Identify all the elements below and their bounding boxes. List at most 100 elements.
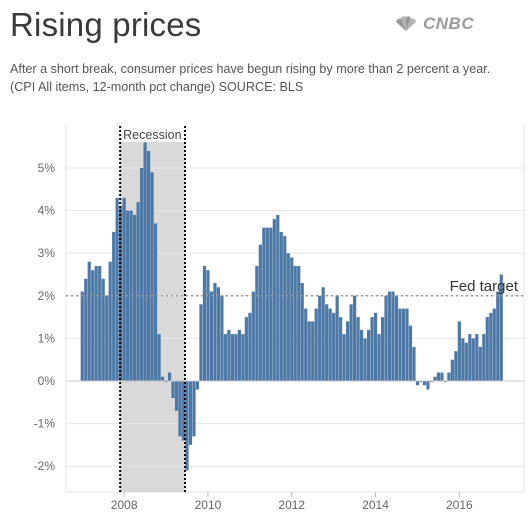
- data-bar: [234, 334, 238, 381]
- data-bar: [143, 142, 147, 381]
- data-bar: [188, 381, 193, 445]
- data-bar: [457, 321, 461, 381]
- data-bar: [346, 321, 350, 381]
- data-bar: [87, 261, 91, 381]
- data-bar: [447, 372, 451, 381]
- y-tick-label: 5%: [38, 161, 56, 175]
- data-bar: [339, 317, 343, 381]
- data-bar: [377, 334, 381, 381]
- data-bar: [471, 338, 475, 381]
- data-bar: [311, 321, 315, 381]
- y-tick-label: 2%: [38, 289, 56, 303]
- data-bar: [269, 227, 273, 381]
- data-bar: [304, 308, 308, 381]
- data-bar: [401, 308, 406, 381]
- data-bar: [279, 231, 283, 381]
- data-bar: [185, 381, 189, 471]
- data-bar: [146, 150, 151, 381]
- data-bar: [475, 334, 479, 381]
- y-tick-label: -1%: [34, 417, 56, 431]
- data-bar: [394, 295, 399, 381]
- data-bar: [307, 321, 311, 381]
- data-bar: [412, 346, 416, 381]
- data-bar: [248, 312, 252, 381]
- x-tick-label: 2016: [446, 498, 473, 512]
- chart-subtitle: After a short break, consumer prices hav…: [10, 62, 491, 94]
- fed-target-label: Fed target: [450, 278, 519, 295]
- x-tick-label: 2014: [362, 498, 389, 512]
- data-bar: [122, 197, 126, 381]
- data-bar: [373, 312, 378, 381]
- data-bar: [398, 308, 402, 381]
- data-bar: [80, 291, 84, 381]
- data-bar: [283, 236, 287, 381]
- data-bar: [140, 168, 144, 381]
- data-bar: [94, 265, 98, 381]
- brand-label: CNBC: [423, 14, 475, 33]
- data-bar: [178, 381, 182, 437]
- data-bar: [335, 295, 339, 381]
- data-bar: [265, 227, 269, 381]
- data-bar: [489, 312, 493, 381]
- data-bar: [115, 197, 119, 381]
- data-bar: [171, 381, 175, 399]
- data-bar: [119, 206, 123, 381]
- data-bar: [325, 304, 329, 381]
- data-bar: [314, 308, 318, 381]
- data-bar: [450, 359, 454, 381]
- data-bar: [206, 270, 210, 381]
- cnbc-logo: CNBC: [393, 14, 474, 34]
- chart-title: Rising prices: [10, 6, 202, 43]
- data-bar: [387, 291, 392, 381]
- y-tick-label: 0%: [38, 374, 56, 388]
- data-bar: [440, 372, 444, 381]
- data-bar: [237, 329, 241, 381]
- data-bar: [405, 308, 409, 381]
- data-bar: [195, 381, 200, 390]
- data-bar: [98, 265, 102, 381]
- data-bar: [174, 381, 179, 411]
- data-bar: [436, 372, 441, 381]
- data-bar: [216, 287, 221, 381]
- data-bar: [105, 295, 109, 381]
- data-bar: [328, 308, 332, 381]
- data-bar: [202, 265, 207, 381]
- data-bar: [133, 214, 137, 381]
- data-bar: [384, 295, 388, 381]
- data-bar: [192, 381, 196, 437]
- data-bar: [223, 334, 228, 381]
- x-tick-label: 2012: [278, 498, 305, 512]
- data-bar: [293, 265, 297, 381]
- data-bar: [150, 172, 154, 381]
- data-bar: [84, 278, 88, 381]
- data-bar: [290, 257, 294, 381]
- data-bar: [408, 325, 413, 381]
- data-bar: [157, 334, 161, 381]
- data-bar: [230, 334, 234, 381]
- data-bar: [112, 231, 116, 381]
- data-bar: [272, 219, 276, 381]
- y-tick-label: 4%: [38, 204, 56, 218]
- data-bar: [356, 317, 360, 381]
- y-tick-label: 3%: [38, 246, 56, 260]
- data-bar: [366, 329, 371, 381]
- x-tick-label: 2010: [195, 498, 222, 512]
- data-bar: [353, 295, 357, 381]
- data-bar: [461, 338, 465, 381]
- data-bar: [499, 274, 503, 381]
- data-bar: [433, 376, 437, 381]
- data-bar: [415, 381, 420, 386]
- y-tick-label: 1%: [38, 331, 56, 345]
- data-bar: [391, 291, 395, 381]
- data-bar: [426, 381, 430, 390]
- data-bar: [244, 317, 248, 381]
- data-bar: [468, 334, 472, 381]
- data-bar: [213, 283, 217, 381]
- data-bar: [321, 287, 325, 381]
- data-bar: [370, 317, 374, 381]
- data-bar: [332, 312, 336, 381]
- data-bar: [101, 278, 105, 381]
- data-bar: [492, 308, 496, 381]
- data-bar: [422, 381, 427, 386]
- data-bar: [181, 381, 186, 441]
